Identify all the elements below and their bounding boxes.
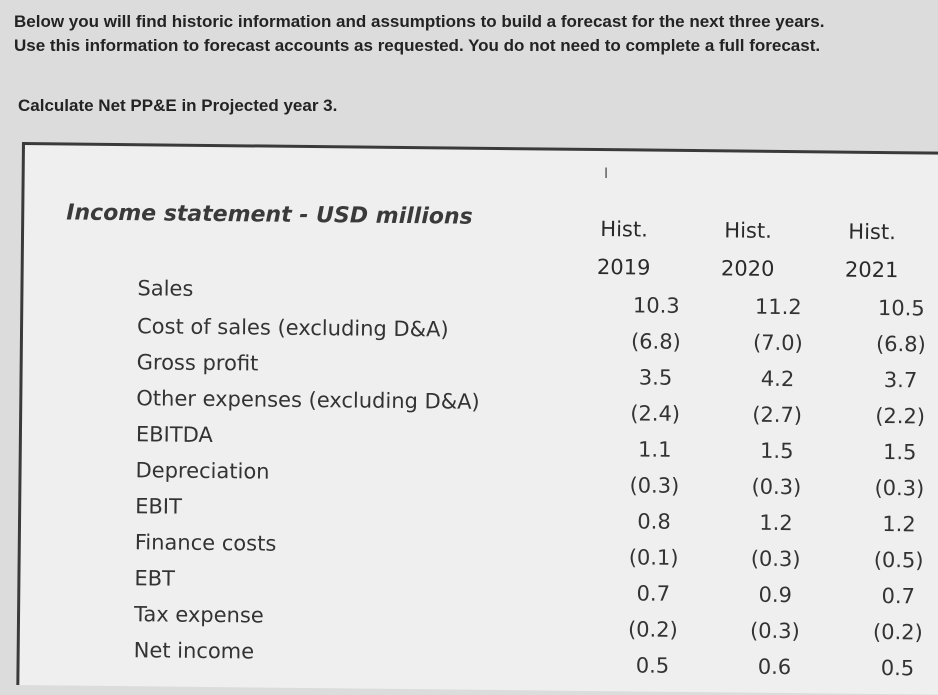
table-cell: 0.6 [757,654,792,680]
column-header-year: 2019 [596,255,651,280]
instructions-line-1: Below you will find historic information… [14,12,825,31]
row-label: Gross profit [136,350,259,376]
column-header-label: Hist. [600,217,648,242]
row-label: Cost of sales (excluding D&A) [136,314,449,342]
table-cell: (0.2) [872,619,923,645]
column-header-year: 2020 [720,256,775,281]
table-cell: (0.3) [749,618,800,644]
table-cell: (2.7) [752,402,803,428]
table-cell: (6.8) [875,331,926,357]
table-cell: 4.2 [760,366,795,392]
table-cell: 10.5 [877,295,925,321]
row-label: Sales [137,276,194,301]
table-cell: (0.3) [874,475,925,501]
table-cell: 1.2 [759,510,793,536]
table-cell: 0.5 [635,653,670,678]
table-cell: (2.4) [630,401,681,426]
income-statement-table: Income statement - USD millions Hist. 20… [16,142,938,695]
table-cell: (0.1) [628,545,679,570]
row-label: Depreciation [135,458,270,484]
table-cell: 1.5 [882,440,917,465]
table-cell: 1.1 [637,437,672,462]
row-label: Finance costs [134,530,277,556]
row-label: Tax expense [133,602,264,628]
table-cell: 10.3 [632,293,680,318]
table-cell: (0.3) [629,473,680,498]
column-header-year: 2021 [844,257,899,283]
column-header-label: Hist. [848,219,896,245]
table-cell: (6.8) [630,329,681,354]
row-label: EBT [134,566,176,591]
table-cell: 0.9 [758,582,793,608]
table-cell: 3.5 [638,365,673,390]
column-header-label: Hist. [724,218,772,243]
row-label: EBITDA [135,422,213,448]
table-cell: 11.2 [754,294,802,320]
instructions: Below you will find historic information… [14,10,938,58]
table-cell: 0.7 [881,584,916,609]
row-label: Other expenses (excluding D&A) [136,386,480,414]
table-cell: (0.2) [627,617,678,642]
table-cell: 1.5 [759,438,794,464]
table-cell: (7.0) [752,330,803,356]
table-cell: (2.2) [875,403,926,429]
table-cell: 1.2 [882,512,916,537]
table-cell: (0.3) [751,474,802,500]
task-prompt: Calculate Net PP&E in Projected year 3. [18,96,338,115]
text-cursor-icon: Ⅰ [604,166,609,182]
table-cell: (0.5) [873,547,924,573]
row-label: Net income [133,638,255,664]
table-cell: 3.7 [883,368,918,393]
instructions-line-2: Use this information to forecast account… [14,36,821,55]
table-cell: 0.8 [637,509,671,534]
row-label: EBIT [135,494,183,519]
table-title: Income statement - USD millions [66,200,473,230]
table-cell: (0.3) [750,546,801,572]
table-cell: 0.5 [880,656,915,681]
table-cell: 0.7 [636,581,671,606]
